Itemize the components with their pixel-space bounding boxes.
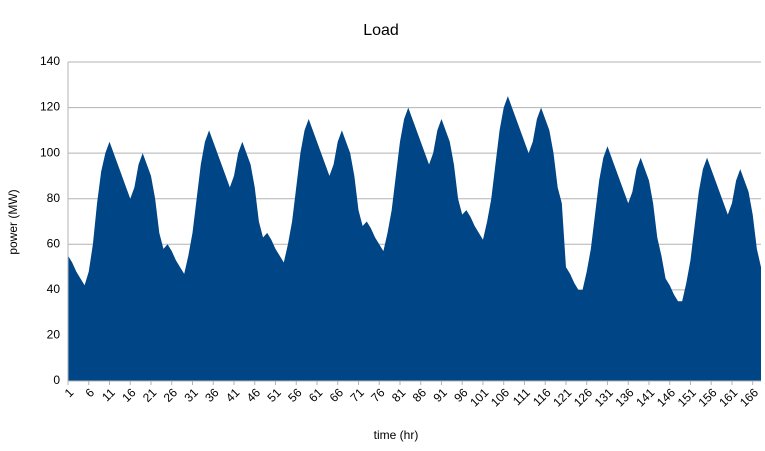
- y-tick-label: 0: [53, 373, 60, 387]
- y-tick-label: 20: [47, 328, 61, 342]
- x-tick-label: 86: [410, 385, 430, 405]
- x-tick-label: 31: [182, 385, 202, 405]
- chart-title: Load: [363, 22, 399, 39]
- x-tick-label: 6: [82, 385, 97, 400]
- x-tick-label: 41: [223, 385, 243, 405]
- x-tick-label: 51: [265, 385, 285, 405]
- x-tick-label: 56: [285, 385, 305, 405]
- x-tick-label: 156: [696, 385, 720, 409]
- x-tick-label: 46: [244, 385, 264, 405]
- x-tick-label: 21: [140, 385, 160, 405]
- x-tick-label: 26: [161, 385, 181, 405]
- x-tick-label: 76: [368, 385, 388, 405]
- x-tick-label: 11: [99, 385, 118, 404]
- x-tick-label: 136: [613, 385, 637, 409]
- x-tick-label: 131: [592, 385, 616, 409]
- x-tick-label: 71: [347, 385, 367, 405]
- x-tick-label: 166: [737, 385, 761, 409]
- y-tick-label: 120: [40, 100, 60, 114]
- y-tick-label: 80: [47, 191, 61, 205]
- x-tick-label: 101: [467, 385, 491, 409]
- y-tick-label: 60: [47, 236, 61, 250]
- y-tick-label: 40: [47, 282, 61, 296]
- x-tick-label: 61: [306, 385, 326, 405]
- y-axis-title: power (MW): [6, 189, 20, 254]
- x-tick-label: 96: [451, 385, 471, 405]
- x-tick-label: 126: [571, 385, 595, 409]
- x-tick-label: 81: [389, 385, 409, 405]
- y-tick-label: 140: [40, 54, 60, 68]
- x-tick-label: 36: [202, 385, 222, 405]
- x-tick-label: 116: [530, 385, 554, 409]
- x-tick-label: 1: [62, 385, 77, 400]
- x-tick-label: 111: [510, 385, 533, 408]
- x-tick-label: 121: [550, 385, 574, 409]
- x-tick-label: 106: [488, 385, 512, 409]
- y-tick-label: 100: [40, 145, 60, 159]
- x-tick-label: 146: [654, 385, 678, 409]
- x-tick-label: 16: [119, 385, 139, 405]
- area: [68, 96, 761, 381]
- x-tick-label: 161: [716, 385, 740, 409]
- x-axis-title: time (hr): [374, 428, 419, 442]
- x-tick-label: 141: [633, 385, 657, 409]
- x-tick-label: 66: [327, 385, 347, 405]
- x-tick-label: 151: [675, 385, 699, 409]
- x-tick-label: 91: [430, 385, 450, 405]
